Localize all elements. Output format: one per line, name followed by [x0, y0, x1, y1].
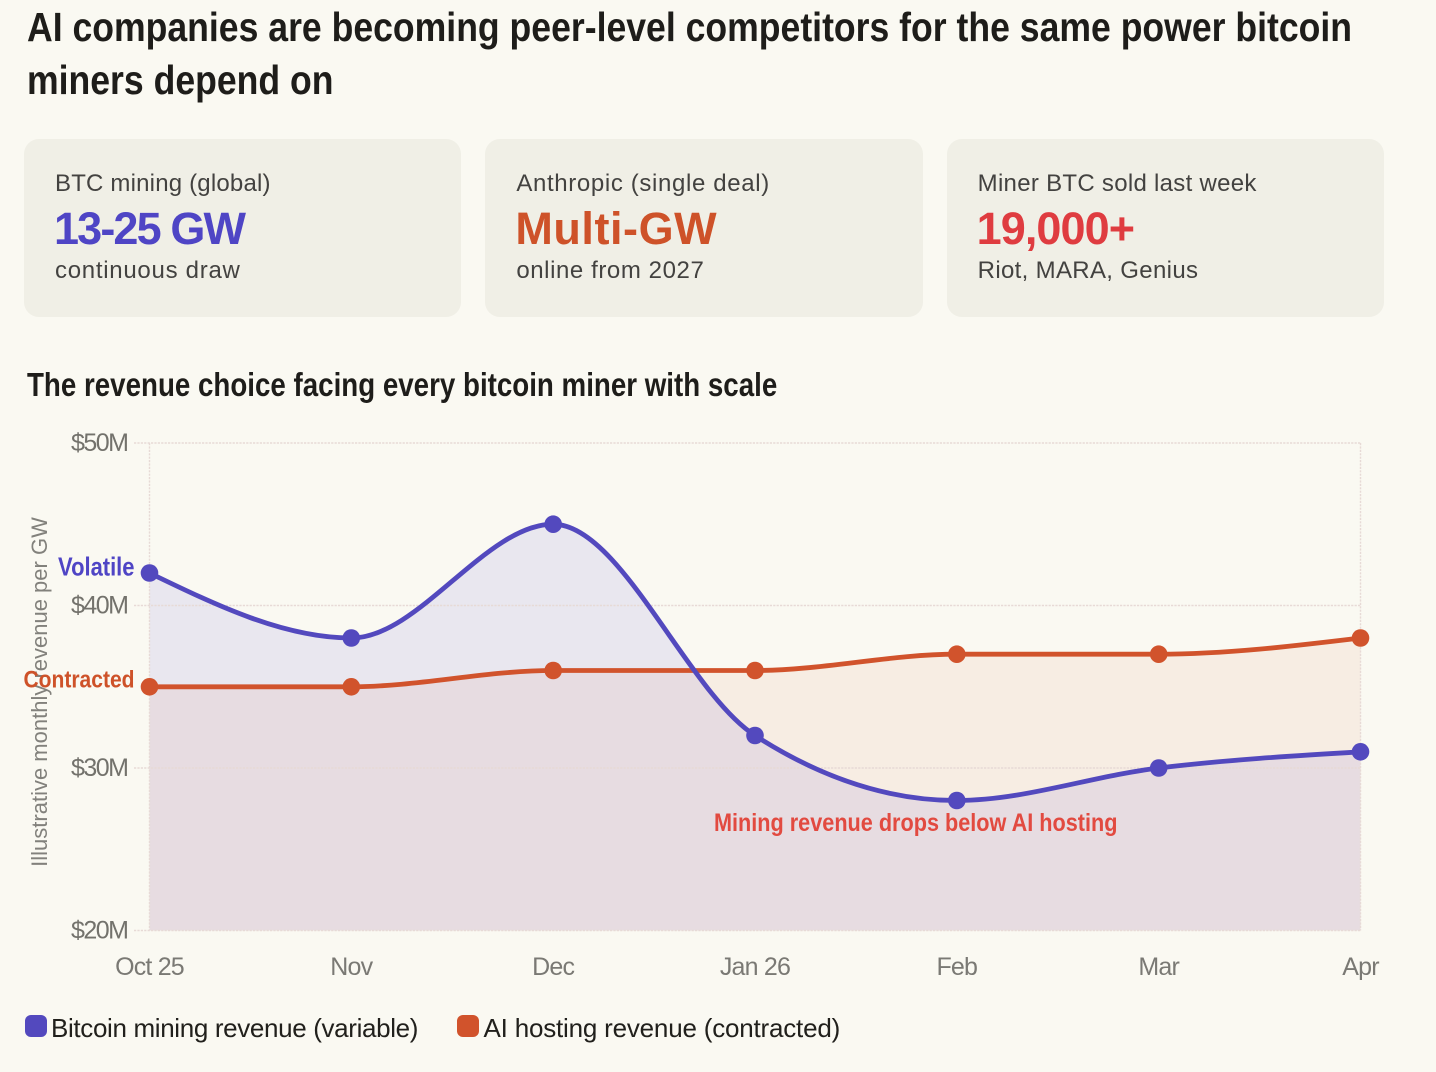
svg-text:Illustrative monthly revenue p: Illustrative monthly revenue per GW: [27, 517, 52, 867]
svg-text:Volatile: Volatile: [58, 553, 134, 582]
svg-text:$50M: $50M: [71, 429, 128, 457]
svg-text:Dec: Dec: [532, 953, 574, 981]
svg-text:Oct 25: Oct 25: [115, 953, 184, 981]
svg-text:Contracted: Contracted: [23, 666, 134, 693]
svg-text:Feb: Feb: [936, 953, 977, 981]
svg-text:Mining revenue drops below AI: Mining revenue drops below AI hosting: [714, 809, 1117, 837]
svg-text:Apr: Apr: [1342, 953, 1379, 981]
svg-text:Mar: Mar: [1138, 953, 1179, 981]
svg-text:Jan 26: Jan 26: [720, 953, 790, 981]
svg-text:Nov: Nov: [330, 953, 373, 981]
svg-text:$30M: $30M: [71, 754, 128, 782]
svg-text:$20M: $20M: [71, 916, 128, 944]
svg-text:$40M: $40M: [71, 591, 128, 619]
